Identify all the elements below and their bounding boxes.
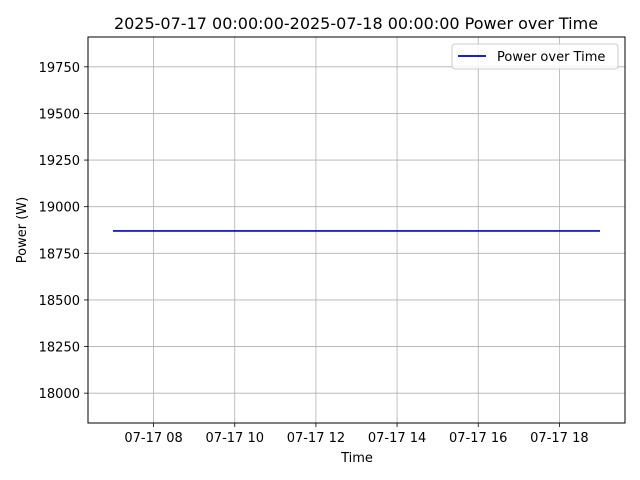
y-axis-label: Power (W): [15, 197, 30, 263]
x-tick-label: 07-17 08: [124, 431, 182, 446]
grid-layer: [88, 37, 625, 423]
y-axis-ticks: 18000 18250 18500 18750 19000 19250 19500 19750: [39, 61, 88, 402]
x-tick-label: 07-17 14: [368, 431, 426, 446]
plot-area-frame: [87, 36, 626, 424]
y-tick-label: 18500: [39, 294, 80, 309]
y-tick-label: 19750: [39, 61, 80, 76]
chart-title: 2025-07-17 00:00:00-2025-07-18 00:00:00 …: [114, 14, 598, 33]
x-tick-label: 07-17 16: [449, 431, 507, 446]
y-tick-label: 19250: [39, 154, 80, 169]
y-tick-label: 18250: [39, 341, 80, 356]
y-tick-label: 18000: [39, 387, 80, 402]
x-tick-label: 07-17 12: [287, 431, 345, 446]
x-axis-ticks: 07-17 08 07-17 10 07-17 12 07-17 14 07-17 16…: [124, 423, 589, 446]
x-tick-label: 07-17 10: [206, 431, 264, 446]
legend: Power over Time: [451, 43, 619, 70]
y-tick-label: 19500: [39, 107, 80, 122]
legend-label-power-over-time: Power over Time: [497, 50, 605, 65]
legend-box: [451, 43, 619, 70]
y-tick-label: 18750: [39, 247, 80, 262]
y-tick-label: 19000: [39, 201, 80, 216]
x-axis-label: Time: [340, 451, 373, 466]
x-tick-label: 07-17 18: [530, 431, 588, 446]
